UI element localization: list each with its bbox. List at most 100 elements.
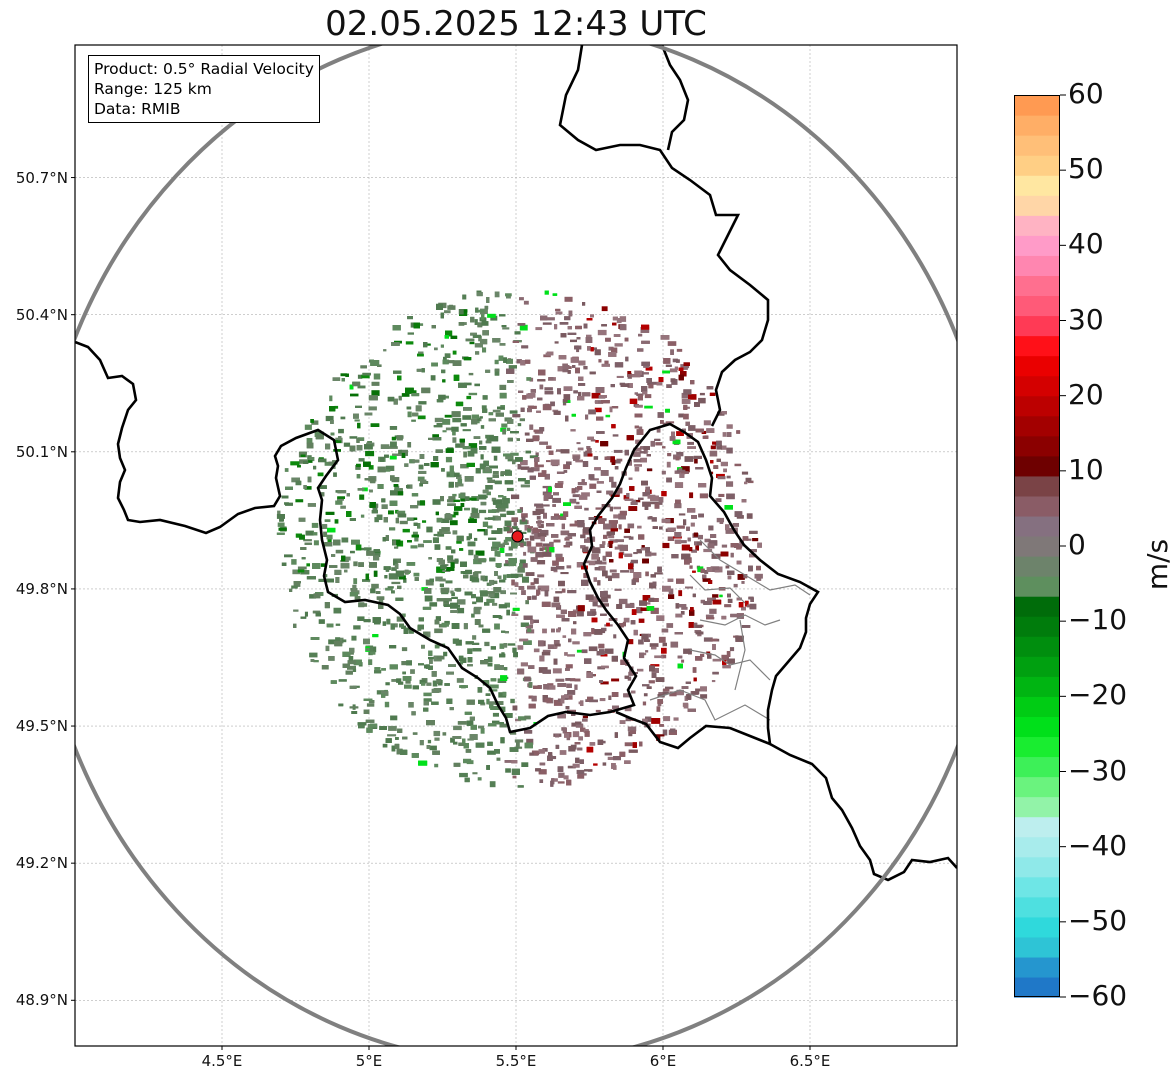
- echo-pixel: [719, 594, 723, 598]
- echo-pixel: [292, 569, 301, 575]
- echo-pixel: [524, 742, 533, 749]
- echo-pixel: [472, 772, 478, 775]
- echo-pixel: [369, 489, 373, 493]
- echo-pixel: [335, 549, 344, 554]
- echo-pixel: [691, 515, 697, 519]
- echo-pixel: [678, 604, 687, 608]
- echo-pixel: [459, 548, 464, 551]
- echo-pixel: [700, 599, 705, 604]
- echo-pixel: [341, 639, 347, 643]
- echo-pixel: [303, 485, 307, 489]
- echo-pixel: [312, 532, 318, 536]
- echo-pixel: [651, 517, 657, 522]
- echo-pixel: [499, 384, 507, 390]
- echo-pixel: [524, 715, 531, 720]
- echo-pixel: [688, 394, 697, 400]
- echo-pixel: [572, 731, 580, 738]
- echo-pixel: [407, 411, 412, 418]
- echo-pixel: [670, 378, 676, 383]
- echo-pixel: [534, 457, 540, 462]
- echo-pixel: [469, 575, 474, 578]
- echo-pixel: [334, 405, 339, 409]
- echo-pixel: [623, 617, 630, 623]
- echo-pixel: [511, 526, 518, 530]
- echo-pixel: [527, 467, 534, 473]
- echo-pixel: [548, 752, 553, 757]
- echo-pixel: [303, 461, 309, 464]
- echo-pixel: [674, 632, 683, 635]
- echo-pixel: [466, 395, 472, 400]
- echo-pixel: [644, 405, 653, 409]
- echo-pixel: [380, 444, 390, 449]
- echo-pixel: [374, 670, 382, 674]
- echo-pixel: [442, 531, 451, 534]
- echo-pixel: [633, 447, 642, 452]
- echo-pixel: [526, 541, 532, 547]
- echo-pixel: [551, 602, 561, 608]
- echo-pixel: [627, 523, 635, 529]
- echo-pixel: [640, 547, 646, 551]
- echo-pixel: [619, 510, 627, 516]
- echo-pixel: [641, 361, 650, 366]
- echo-pixel: [450, 737, 455, 743]
- echo-pixel: [554, 646, 558, 649]
- echo-pixel: [358, 458, 365, 462]
- echo-pixel: [558, 580, 565, 587]
- echo-pixel: [662, 542, 670, 549]
- echo-pixel: [413, 522, 418, 526]
- echo-pixel: [498, 495, 504, 498]
- echo-pixel: [553, 699, 563, 706]
- echo-pixel: [743, 574, 748, 579]
- echo-pixel: [710, 638, 718, 642]
- echo-pixel: [372, 507, 378, 512]
- echo-pixel: [681, 686, 689, 689]
- echo-pixel: [446, 671, 454, 675]
- echo-pixel: [574, 742, 581, 745]
- echo-pixel: [501, 423, 508, 428]
- echo-pixel: [486, 765, 490, 770]
- echo-pixel: [618, 513, 626, 520]
- echo-pixel: [557, 683, 567, 687]
- echo-pixel: [720, 461, 728, 467]
- echo-pixel: [656, 615, 665, 621]
- echo-pixel: [385, 535, 389, 541]
- echo-pixel: [418, 464, 424, 470]
- echo-pixel: [390, 715, 398, 721]
- echo-pixel: [535, 464, 544, 468]
- echo-pixel: [345, 670, 353, 675]
- echo-pixel: [560, 449, 570, 454]
- echo-pixel: [627, 371, 632, 376]
- echo-pixel: [599, 544, 605, 548]
- echo-pixel: [517, 509, 522, 513]
- echo-pixel: [698, 513, 704, 518]
- echo-pixel: [546, 546, 550, 552]
- echo-pixel: [365, 719, 375, 723]
- echo-pixel: [604, 752, 612, 756]
- echo-pixel: [590, 314, 594, 318]
- echo-pixel: [500, 590, 506, 595]
- echo-pixel: [569, 678, 576, 682]
- echo-pixel: [351, 539, 360, 545]
- echo-pixel: [362, 372, 371, 376]
- echo-pixel: [646, 454, 651, 457]
- echo-pixel: [598, 565, 606, 571]
- echo-pixel: [631, 690, 636, 694]
- echo-pixel: [335, 500, 343, 505]
- echo-pixel: [393, 370, 402, 374]
- echo-pixel: [464, 476, 474, 482]
- echo-pixel: [590, 347, 594, 352]
- echo-pixel: [346, 511, 352, 517]
- echo-pixel: [603, 523, 612, 530]
- echo-pixel: [435, 616, 441, 621]
- echo-pixel: [706, 428, 715, 433]
- echo-pixel: [324, 574, 328, 578]
- echo-pixel: [553, 640, 560, 646]
- echo-pixel: [450, 602, 458, 609]
- echo-pixel: [689, 492, 694, 499]
- echo-pixel: [419, 740, 424, 746]
- echo-pixel: [297, 566, 307, 570]
- echo-pixel: [441, 369, 446, 374]
- echo-pixel: [441, 468, 445, 472]
- echo-pixel: [443, 651, 448, 657]
- echo-pixel: [741, 471, 749, 475]
